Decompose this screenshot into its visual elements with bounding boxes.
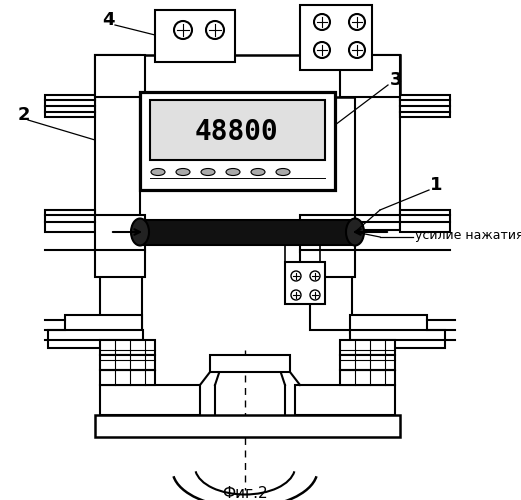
Bar: [300, 5, 372, 70]
Text: усилие нажатия: усилие нажатия: [415, 228, 521, 241]
Circle shape: [310, 271, 320, 281]
Bar: [295, 385, 395, 415]
Circle shape: [310, 290, 320, 300]
Text: 3: 3: [390, 71, 403, 89]
Bar: [350, 315, 427, 333]
Ellipse shape: [151, 168, 165, 175]
Circle shape: [206, 21, 224, 39]
Bar: [340, 55, 400, 97]
Bar: [310, 275, 352, 330]
Bar: [400, 210, 450, 232]
Ellipse shape: [131, 218, 149, 246]
Circle shape: [291, 290, 301, 300]
Ellipse shape: [201, 168, 215, 175]
Bar: [95, 55, 140, 230]
Text: 48800: 48800: [195, 118, 279, 146]
Bar: [285, 262, 325, 304]
Ellipse shape: [251, 168, 265, 175]
Bar: [100, 385, 200, 415]
Circle shape: [314, 14, 330, 30]
Bar: [400, 95, 450, 117]
Bar: [355, 55, 400, 230]
Bar: [340, 340, 395, 355]
Bar: [48, 330, 143, 348]
Text: 1: 1: [430, 176, 442, 194]
Ellipse shape: [226, 168, 240, 175]
Circle shape: [349, 42, 365, 58]
Bar: [95, 250, 145, 277]
Bar: [155, 10, 235, 62]
Bar: [45, 95, 95, 117]
Ellipse shape: [346, 218, 364, 246]
Text: 2: 2: [18, 106, 31, 124]
Bar: [340, 355, 395, 370]
Bar: [100, 275, 142, 330]
Bar: [140, 220, 355, 245]
Bar: [100, 340, 155, 355]
Bar: [300, 250, 355, 277]
Ellipse shape: [176, 168, 190, 175]
Bar: [95, 55, 400, 97]
Bar: [100, 370, 155, 385]
Bar: [95, 215, 145, 252]
Bar: [140, 92, 335, 190]
Bar: [300, 215, 355, 252]
Circle shape: [349, 14, 365, 30]
Bar: [95, 55, 145, 97]
Bar: [95, 415, 400, 437]
Bar: [150, 100, 325, 160]
Bar: [210, 355, 290, 372]
Bar: [45, 210, 95, 232]
Circle shape: [291, 271, 301, 281]
Circle shape: [174, 21, 192, 39]
Text: Фиг.2: Фиг.2: [222, 486, 268, 500]
Text: 4: 4: [102, 11, 115, 29]
Bar: [100, 355, 155, 370]
Bar: [350, 330, 445, 348]
Ellipse shape: [276, 168, 290, 175]
Circle shape: [314, 42, 330, 58]
Bar: [65, 315, 142, 333]
Bar: [340, 370, 395, 385]
